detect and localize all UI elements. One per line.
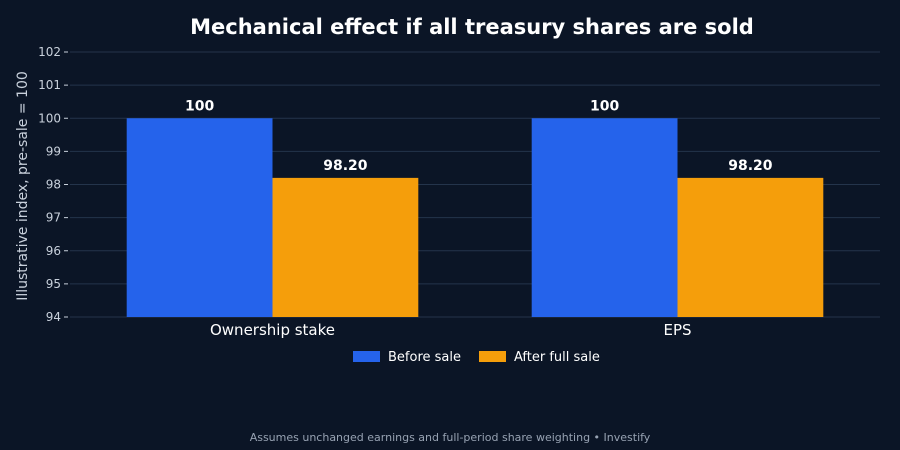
bar-ownership-stake-after-full-sale	[272, 177, 419, 317]
y-tick-label: 102	[38, 45, 61, 59]
y-tick-label: 99	[46, 144, 61, 158]
bar-ownership-stake-before-sale	[126, 118, 273, 317]
y-axis-ticks: 94 95 96 97 98 99 100 101 102	[38, 45, 68, 324]
legend-item: Before sale	[353, 350, 461, 365]
x-tick-label: EPS	[663, 321, 691, 339]
y-tick-label: 98	[46, 178, 61, 192]
bar-eps-before-sale	[531, 118, 678, 317]
y-tick-label: 101	[38, 78, 61, 92]
y-axis-label: Illustrative index, pre-sale = 100	[15, 71, 31, 301]
data-label: 100	[590, 98, 619, 114]
chart-title: Mechanical effect if all treasury shares…	[190, 15, 754, 39]
x-tick-label: Ownership stake	[210, 321, 335, 339]
footnote: Assumes unchanged earnings and full-peri…	[250, 431, 651, 444]
bar-eps-after-full-sale	[677, 177, 824, 317]
y-tick-label: 96	[46, 244, 61, 258]
y-tick-label: 100	[38, 111, 61, 125]
y-tick-label: 95	[46, 277, 61, 291]
legend-label: Before sale	[388, 350, 461, 365]
data-labels: 100 98.20 100 98.20	[185, 98, 773, 174]
data-label: 98.20	[323, 158, 368, 174]
bars	[126, 118, 824, 317]
y-tick-label: 94	[46, 310, 61, 324]
legend-swatch	[353, 351, 380, 362]
legend-item: After full sale	[479, 350, 600, 365]
data-label: 100	[185, 98, 214, 114]
x-axis-ticks: Ownership stake EPS	[210, 321, 692, 339]
y-tick-label: 97	[46, 211, 61, 225]
legend: Before sale After full sale	[353, 350, 600, 365]
legend-label: After full sale	[514, 350, 600, 365]
legend-swatch	[479, 351, 506, 362]
data-label: 98.20	[728, 158, 773, 174]
